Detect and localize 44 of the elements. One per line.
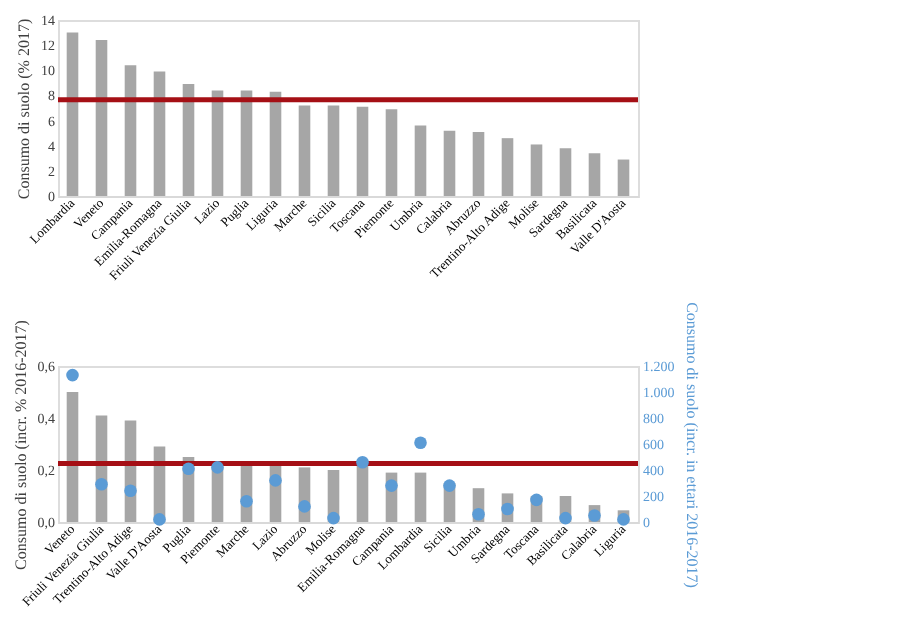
point [240,494,253,508]
y2-axis-title: Consumo di suolo (incr. in ettari 2016-2017) [682,302,701,589]
bar [66,392,79,522]
point [356,455,369,469]
bar [327,105,340,196]
bar [617,159,630,196]
point [327,511,340,525]
point [124,484,137,498]
bar [240,90,253,196]
point [559,511,572,525]
point [66,368,79,382]
bar [356,464,369,522]
point [501,502,514,516]
bar [66,32,79,196]
bar [472,131,485,196]
bar [269,91,282,196]
bar [211,90,224,196]
bar [124,65,137,196]
bar [559,148,572,196]
bar [588,153,601,196]
bar [414,472,427,522]
bar [182,84,195,196]
y-axis-title: Consumo di suolo (incr. % 2016-2017) [11,319,30,570]
bar [95,40,108,196]
point [269,474,282,487]
bar [356,106,369,196]
bar [501,138,514,196]
point [385,479,398,492]
point [182,462,195,476]
point [211,461,224,474]
point [95,477,108,491]
point [153,513,166,526]
y-axis-title: Consumo di suolo (% 2017) [15,18,33,200]
point [414,436,427,450]
bar [414,125,427,196]
point [472,507,485,521]
bar [443,130,456,196]
point [443,479,456,492]
bar [298,105,311,196]
point [298,500,311,513]
bar [153,71,166,196]
bar [530,144,543,196]
point [530,493,543,507]
bar [385,109,398,196]
